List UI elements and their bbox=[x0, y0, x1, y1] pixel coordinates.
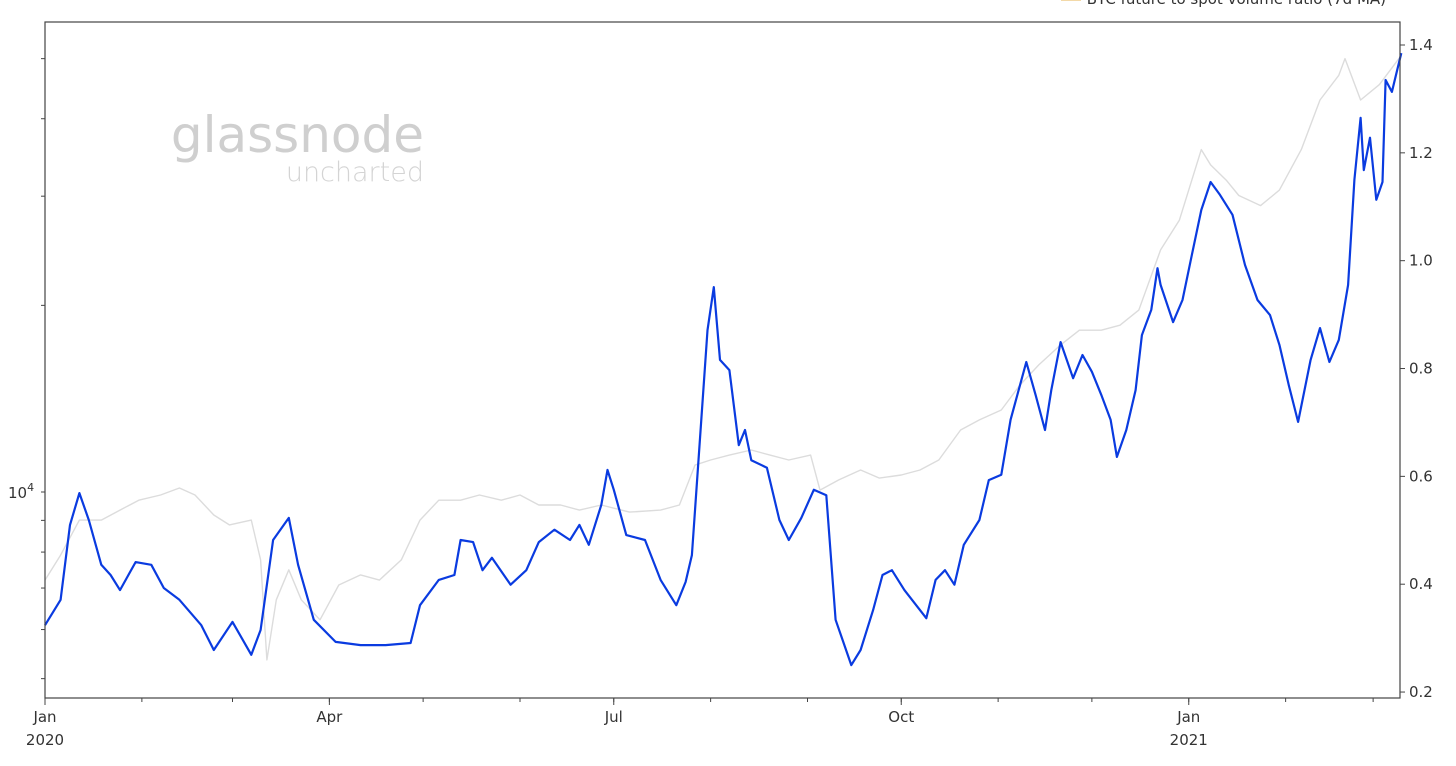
x-tick-label: Oct bbox=[888, 708, 914, 726]
right-tick-label: 0.8 bbox=[1409, 360, 1433, 378]
right-tick-label: 1.4 bbox=[1409, 36, 1433, 54]
right-tick-label: 0.2 bbox=[1409, 683, 1433, 701]
legend-entry: BTC future to spot volume ratio (7d MA) bbox=[1060, 0, 1386, 8]
plot-frame bbox=[44, 21, 1401, 699]
right-tick-label: 0.6 bbox=[1409, 467, 1433, 485]
legend-label: BTC future to spot volume ratio (7d MA) bbox=[1087, 0, 1386, 8]
watermark-brand: glassnode bbox=[171, 106, 424, 164]
x-tick-label: Jul bbox=[604, 708, 623, 726]
right-tick-label: 1.2 bbox=[1409, 144, 1433, 162]
legend-swatch bbox=[1060, 0, 1081, 1]
right-tick-label: 0.4 bbox=[1409, 575, 1433, 593]
left-tick-label: 104 bbox=[8, 481, 34, 502]
x-tick-year: 2021 bbox=[1170, 731, 1208, 749]
price-series-line bbox=[44, 54, 1402, 661]
x-tick-label: Apr bbox=[316, 708, 343, 726]
x-tick-year: 2020 bbox=[26, 731, 64, 749]
watermark: glassnode uncharted bbox=[171, 106, 424, 188]
ratio-series-line bbox=[44, 52, 1403, 667]
right-tick-label: 1.0 bbox=[1409, 252, 1433, 270]
x-tick-label: Jan bbox=[32, 708, 56, 726]
x-tick-label: Jan bbox=[1176, 708, 1200, 726]
watermark-sub: uncharted bbox=[286, 157, 424, 188]
